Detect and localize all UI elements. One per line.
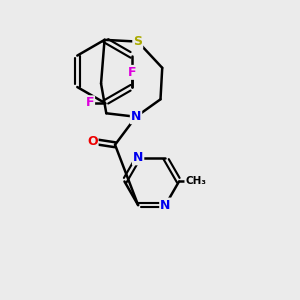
Text: F: F [128,66,136,79]
Text: N: N [131,110,141,123]
Text: CH₃: CH₃ [185,176,206,187]
Text: N: N [133,152,143,164]
Text: N: N [160,199,171,212]
Text: O: O [87,135,98,148]
Text: S: S [133,35,142,48]
Text: F: F [85,96,94,109]
